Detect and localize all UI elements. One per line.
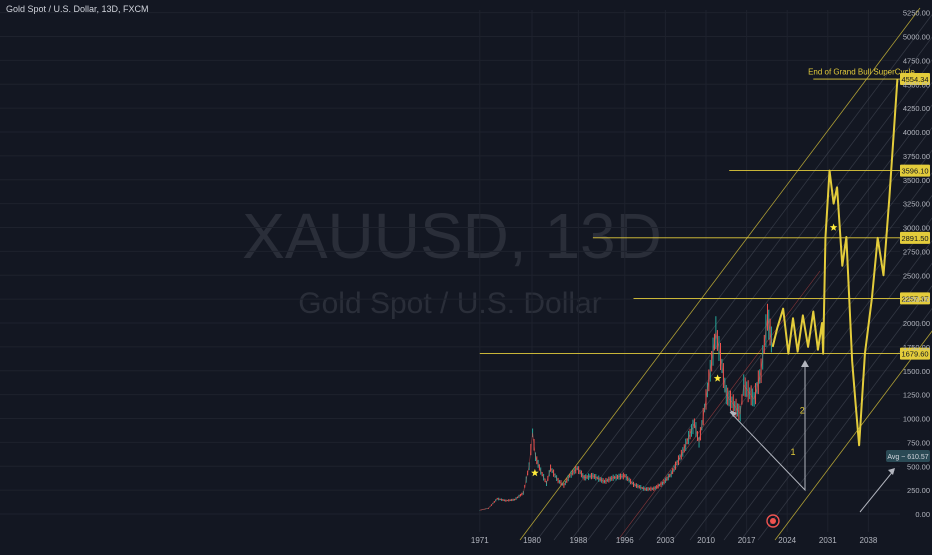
y-tick-label: 1250.00	[903, 391, 930, 400]
y-tick-label: 5000.00	[903, 33, 930, 42]
x-tick-label: 2003	[657, 536, 675, 545]
price-level-badge	[900, 231, 930, 244]
grid-layer	[0, 10, 900, 532]
event-marker-dot	[770, 518, 776, 524]
annotation-label: 1	[790, 447, 795, 457]
series-layer	[479, 78, 899, 511]
projection-arrow-line	[859, 469, 895, 513]
channel-line	[536, 13, 932, 541]
wave-arrow-line	[729, 362, 806, 492]
y-tick-label: 5250.00	[903, 9, 930, 18]
y-tick-label: 1750.00	[903, 343, 930, 352]
channel-line	[519, 7, 921, 541]
arrow-head-icon	[730, 410, 737, 417]
x-tick-label: 1971	[471, 536, 489, 545]
channel-layer	[519, 7, 932, 541]
channel-line	[655, 172, 932, 541]
channel-line	[723, 262, 932, 541]
channel-line	[621, 127, 932, 541]
y-tick-label: 4000.00	[903, 128, 930, 137]
channel-line	[638, 149, 932, 541]
channel-line	[553, 36, 932, 541]
y-tick-label: 3750.00	[903, 152, 930, 161]
price-level-badge	[900, 347, 930, 360]
annotation-label: 2	[800, 406, 805, 416]
y-tick-label: 2500.00	[903, 271, 930, 280]
y-tick-label: 2250.00	[903, 295, 930, 304]
y-tick-label: 750.00	[907, 438, 930, 447]
y-tick-label: 500.00	[907, 462, 930, 471]
price-level-label: 1679.60	[901, 350, 928, 359]
y-tick-label: 4750.00	[903, 56, 930, 65]
y-tick-label: 0.00	[915, 510, 930, 519]
channel-line	[774, 330, 932, 541]
channel-line	[570, 59, 932, 541]
watermark-name: Gold Spot / U.S. Dollar	[298, 287, 601, 320]
y-tick-label: 4500.00	[903, 80, 930, 89]
x-tick-label: 1980	[523, 536, 541, 545]
x-tick-label: 2038	[860, 536, 878, 545]
price-level-label: 2891.50	[901, 234, 928, 243]
annotation-layer: End of Grand Bull SuperCycle 1 2 Avg ~ 610.…	[531, 68, 930, 528]
channel-line	[689, 217, 932, 541]
x-tick-label: 2017	[738, 536, 756, 545]
avg-label-badge	[886, 450, 930, 462]
channel-line	[740, 285, 932, 541]
x-tick-label: 1996	[616, 536, 634, 545]
annotation-label: End of Grand Bull SuperCycle	[808, 68, 915, 77]
x-tick-label: 2010	[697, 536, 715, 545]
event-marker-icon	[766, 514, 780, 528]
x-tick-label: 2031	[819, 536, 837, 545]
axis-layer: 0.00250.00500.00750.001000.001250.001500…	[471, 9, 930, 545]
y-tick-label: 250.00	[907, 486, 930, 495]
star-icon	[713, 374, 722, 382]
price-level-label: 4554.34	[901, 75, 928, 84]
y-tick-label: 3500.00	[903, 176, 930, 185]
channel-line	[604, 104, 932, 541]
price-level-label: 3596.10	[901, 167, 928, 176]
chart-title: Gold Spot / U.S. Dollar, 13D, FXCM	[6, 4, 149, 14]
star-icon	[829, 223, 838, 231]
price-level-badge	[900, 292, 930, 305]
x-tick-label: 2024	[778, 536, 796, 545]
y-tick-label: 2000.00	[903, 319, 930, 328]
channel-line	[672, 194, 932, 541]
avg-label: Avg ~ 610.57	[887, 454, 928, 461]
projected-path-line	[771, 78, 899, 447]
y-tick-label: 3000.00	[903, 224, 930, 233]
arrow-head-icon	[801, 360, 809, 367]
watermark-symbol: XAUUSD, 13D	[242, 200, 662, 272]
price-level-badge	[900, 73, 930, 86]
channel-line	[587, 81, 932, 541]
price-level-badge	[900, 164, 930, 177]
historical-price-line	[479, 317, 773, 511]
x-tick-label: 1988	[570, 536, 588, 545]
y-tick-label: 1000.00	[903, 415, 930, 424]
y-tick-label: 1500.00	[903, 367, 930, 376]
y-tick-label: 2750.00	[903, 247, 930, 256]
channel-line	[757, 307, 932, 541]
y-tick-label: 4250.00	[903, 104, 930, 113]
level-layer: 4554.34 3596.10 2891.50 2257.37 1679.60	[479, 73, 930, 360]
price-level-label: 2257.37	[901, 294, 928, 303]
channel-line	[706, 240, 932, 541]
channel-median-line	[617, 270, 821, 541]
arrow-head-icon	[888, 468, 895, 475]
y-tick-label: 3250.00	[903, 200, 930, 209]
star-icon	[531, 468, 539, 477]
